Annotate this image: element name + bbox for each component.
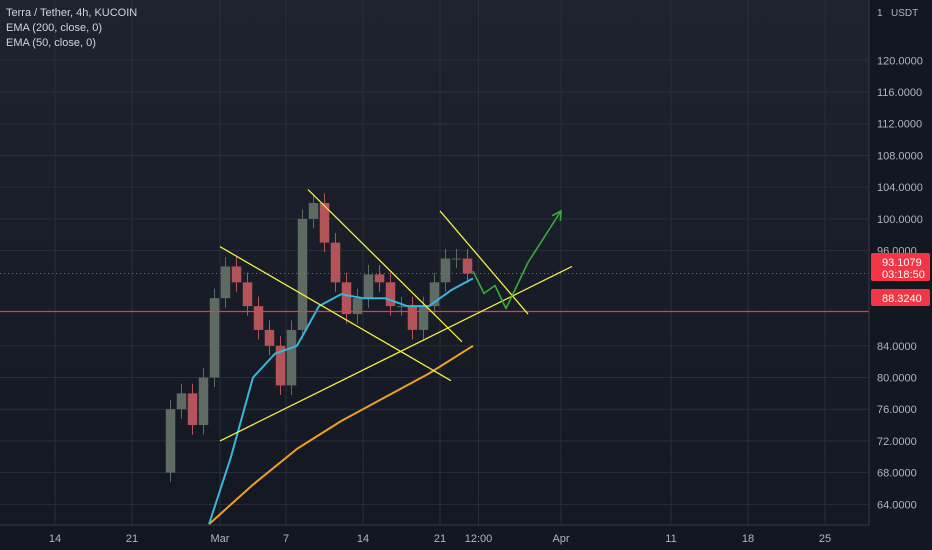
price-tick-label: 68.0000 <box>877 468 917 480</box>
candle <box>275 345 286 386</box>
unit-label[interactable]: USDT <box>891 8 918 19</box>
price-labels: 93.1079 03:18:50 88.3240 <box>871 253 930 306</box>
price-tick-label: 108.0000 <box>877 150 923 162</box>
price-axis-ticks: 120.0000 116.0000 112.0000 108.0000 104.0000… <box>877 55 923 511</box>
ema200-line <box>208 344 474 525</box>
candle <box>165 409 176 473</box>
candle <box>187 393 198 426</box>
candle <box>385 282 396 307</box>
price-tick-label: 104.0000 <box>877 182 923 194</box>
candle <box>352 298 363 315</box>
price-tick-label: 100.0000 <box>877 214 923 226</box>
price-tick-label: 116.0000 <box>877 87 922 99</box>
ema200-path <box>208 344 474 525</box>
ema50-line <box>208 277 474 525</box>
candle <box>363 274 374 299</box>
projection-path[interactable] <box>472 210 562 310</box>
candle <box>462 258 473 274</box>
time-tick-label: 7 <box>283 533 289 545</box>
price-tick-label: 72.0000 <box>877 436 917 448</box>
time-tick-label: 14 <box>357 533 369 545</box>
ema50-legend[interactable]: EMA (50, close, 0) <box>6 37 96 49</box>
level-badge <box>871 289 930 306</box>
candle <box>286 329 297 386</box>
price-tick-label: 112.0000 <box>877 119 922 131</box>
candle <box>341 282 352 315</box>
trend-line[interactable] <box>219 265 573 442</box>
candles <box>165 193 473 483</box>
candle <box>451 258 462 260</box>
price-tick-label: 64.0000 <box>877 499 917 511</box>
candle <box>231 266 242 283</box>
trend-line[interactable] <box>307 189 463 343</box>
grid-lines <box>0 0 869 525</box>
price-tick-label: 120.0000 <box>877 55 923 67</box>
candle <box>330 242 341 283</box>
candle <box>253 306 264 330</box>
time-tick-label: 12:00 <box>465 533 493 545</box>
time-tick-label: 14 <box>49 533 61 545</box>
unit-count: 1 <box>877 8 883 19</box>
time-tick-label: Mar <box>211 533 230 545</box>
time-tick-label: 21 <box>126 533 138 545</box>
time-tick-label: 25 <box>819 533 831 545</box>
candle <box>220 266 231 299</box>
ema50-path <box>208 277 474 525</box>
candle <box>429 282 440 307</box>
time-tick-label: 18 <box>742 533 754 545</box>
price-tick-label: 80.0000 <box>877 372 917 384</box>
candle <box>198 377 209 426</box>
time-tick-label: 21 <box>434 533 446 545</box>
legend: Terra / Tether, 4h, KUCOIN EMA (200, clo… <box>6 6 137 51</box>
trend-line[interactable] <box>439 210 529 315</box>
candle <box>264 329 275 346</box>
ema200-legend[interactable]: EMA (200, close, 0) <box>6 22 102 34</box>
candle <box>209 298 220 378</box>
candle <box>374 274 385 283</box>
price-tick-label: 76.0000 <box>877 404 917 416</box>
candle <box>396 306 407 308</box>
candle <box>242 282 253 307</box>
price-tick-label: 84.0000 <box>877 341 917 353</box>
time-axis-ticks: 14 21 Mar 7 14 21 12:00 Apr 11 18 25 <box>49 533 831 545</box>
last-price-label: 93.1079 <box>882 257 922 269</box>
countdown-label: 03:18:50 <box>882 269 925 281</box>
last-price-badge <box>871 253 930 281</box>
candle <box>319 203 330 243</box>
symbol-title[interactable]: Terra / Tether, 4h, KUCOIN <box>6 7 138 19</box>
time-tick-label: Apr <box>552 533 569 545</box>
trend-line[interactable] <box>219 246 452 382</box>
candle <box>407 306 418 330</box>
candle <box>418 306 429 330</box>
candle <box>297 218 308 330</box>
candle <box>440 258 451 283</box>
candle <box>308 203 319 219</box>
level-label: 88.3240 <box>882 293 922 305</box>
candle <box>176 393 187 410</box>
time-tick-label: 11 <box>665 533 676 545</box>
projection-arrowhead <box>551 209 562 221</box>
drawings <box>0 189 869 442</box>
time-axis-background <box>0 525 869 550</box>
